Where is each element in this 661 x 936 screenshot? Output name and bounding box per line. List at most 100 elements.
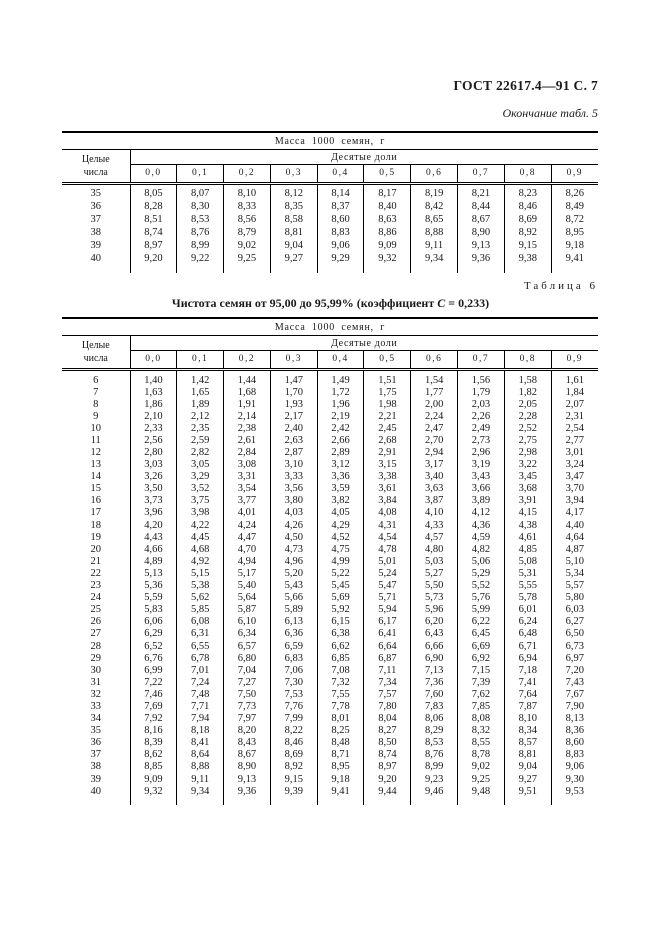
table-row: 6 1,40 1,42 1,44 1,47 1,49 1,51 1,54 1,56 1,58 1,6… xyxy=(62,369,598,386)
table-cell: 4,89 xyxy=(129,555,177,568)
table-row: 13 3,03 3,05 3,08 3,10 3,12 3,15 3,17 3,19 3,22 3,… xyxy=(62,458,598,471)
table-cell: 5,38 xyxy=(176,579,224,592)
table-cell: 3,33 xyxy=(269,470,318,483)
table-row: 37 8,51 8,53 8,56 8,58 8,60 8,63 8,65 8,67 8,69 8,… xyxy=(62,213,598,226)
table-cell: 1,61 xyxy=(550,369,598,386)
integer-value: 37 xyxy=(90,749,102,761)
table-cell: 8,74 xyxy=(129,226,177,239)
integer-value: 23 xyxy=(90,580,102,592)
integer-value: 8 xyxy=(93,398,99,410)
table-cell: 2,45 xyxy=(363,422,411,435)
table-cell: 6,15 xyxy=(316,615,364,628)
table-cell: 3,08 xyxy=(223,458,271,471)
table-cell: 4,26 xyxy=(269,519,318,532)
table-cell: 3,87 xyxy=(410,494,458,507)
table-cell: 7,36 xyxy=(410,676,458,689)
table-cell: 8,90 xyxy=(457,226,505,239)
table-cell: 5,01 xyxy=(363,555,411,568)
table-cell: 6,27 xyxy=(550,615,598,628)
table-row: 24 5,59 5,62 5,64 5,66 5,69 5,71 5,73 5,76 5,78 5,… xyxy=(62,591,598,604)
integer-column-header: Целые числа xyxy=(62,335,131,371)
table-cell: 9,32 xyxy=(363,252,411,265)
table-cell: 8,10 xyxy=(503,712,552,725)
table-cell: 5,10 xyxy=(550,555,598,568)
table-cell: 9,15 xyxy=(503,239,552,252)
table-cell: 3,50 xyxy=(129,482,177,495)
table-cell: 2,54 xyxy=(550,422,598,435)
table-cell: 7,80 xyxy=(363,700,411,713)
table-cell: 7,73 xyxy=(223,700,271,713)
table-cell: 3,22 xyxy=(503,458,552,471)
table-cell: 2,40 xyxy=(269,422,318,435)
table-cell: 5,17 xyxy=(223,567,271,580)
table-cell: 8,69 xyxy=(269,748,318,761)
table-cell: 2,35 xyxy=(176,422,224,435)
table-row: 35 8,05 8,07 8,10 8,12 8,14 8,17 8,19 8,21 8,23 8,… xyxy=(62,183,598,200)
table-cell: 9,36 xyxy=(223,785,271,798)
table-cell: 4,70 xyxy=(223,543,271,556)
table-cell: 8,40 xyxy=(363,200,411,213)
table-cell: 8,97 xyxy=(363,760,411,773)
integer-value: 39 xyxy=(90,239,102,251)
table-cell: 1,49 xyxy=(316,369,364,386)
table-cell: 7,06 xyxy=(269,664,318,677)
integer-value: 38 xyxy=(90,226,102,238)
table-cell: 3,12 xyxy=(316,458,364,471)
table-cell: 9,04 xyxy=(269,239,318,252)
table-cell: 8,41 xyxy=(176,736,224,749)
table-cell: 1,70 xyxy=(269,386,318,399)
integer-value: 40 xyxy=(90,785,102,797)
table-cell: 4,22 xyxy=(176,519,224,532)
table-cell: 1,89 xyxy=(176,398,224,411)
table-cell: 1,47 xyxy=(269,369,318,386)
table-cell: 5,85 xyxy=(176,603,224,616)
table-cell: 8,71 xyxy=(316,748,364,761)
table-row: 33 7,69 7,71 7,73 7,76 7,78 7,80 7,83 7,85 7,87 7,… xyxy=(62,700,598,713)
table-cell: 8,58 xyxy=(269,213,318,226)
table-cell: 1,91 xyxy=(223,398,271,411)
table-cell: 3,80 xyxy=(269,494,318,507)
table-cell: 9,39 xyxy=(269,785,318,798)
table-cell: 3,84 xyxy=(363,494,411,507)
table-cell: 3,19 xyxy=(457,458,505,471)
table-row: 39 9,09 9,11 9,13 9,15 9,18 9,20 9,23 9,25 9,27 9,… xyxy=(62,773,598,786)
table-row: 32 7,46 7,48 7,50 7,53 7,55 7,57 7,60 7,62 7,64 7,… xyxy=(62,688,598,701)
table-cell: 7,43 xyxy=(550,676,598,689)
table-cell: 3,54 xyxy=(223,482,271,495)
table-cell: 2,10 xyxy=(129,410,177,423)
table-cell: 8,13 xyxy=(550,712,598,725)
stub-cell xyxy=(410,797,458,806)
table-cell: 7,64 xyxy=(503,688,552,701)
stub-cell xyxy=(503,265,552,273)
table-cell: 2,82 xyxy=(176,446,224,459)
table-cell: 1,96 xyxy=(316,398,364,411)
table-cell: 1,79 xyxy=(457,386,505,399)
table-cell: 9,44 xyxy=(363,785,411,798)
table-cell: 6,36 xyxy=(269,627,318,640)
table-cell: 2,49 xyxy=(457,422,505,435)
table-title-row: Масса 1000 семян, г xyxy=(62,131,598,150)
table-cell: 8,60 xyxy=(550,736,598,749)
decimal-column-header: 0,4 xyxy=(316,350,364,371)
table-cell: 3,10 xyxy=(269,458,318,471)
table-cell: 5,99 xyxy=(457,603,505,616)
table-cell: 4,68 xyxy=(176,543,224,556)
table-cell: 7,62 xyxy=(457,688,505,701)
table-cell: 5,73 xyxy=(410,591,458,604)
table-cell: 2,31 xyxy=(550,410,598,423)
table-cell: 8,53 xyxy=(176,213,224,226)
table-cell: 5,94 xyxy=(363,603,411,616)
table-cell: 8,99 xyxy=(176,239,224,252)
table-cell: 2,80 xyxy=(129,446,177,459)
integer-value: 29 xyxy=(90,652,102,664)
table-row: 31 7,22 7,24 7,27 7,30 7,32 7,34 7,36 7,39 7,41 7,… xyxy=(62,676,598,689)
table-cell: 8,05 xyxy=(129,183,177,200)
table-cell: 8,35 xyxy=(269,200,318,213)
table-cell: 3,59 xyxy=(316,482,364,495)
integer-value: 12 xyxy=(90,447,102,459)
table-group-header-row: Целые числа Десятые доли xyxy=(62,335,598,371)
decimal-column-header: 0,2 xyxy=(223,164,271,185)
table-cell: 2,68 xyxy=(363,434,411,447)
table-bottom-stub-row xyxy=(62,797,598,806)
